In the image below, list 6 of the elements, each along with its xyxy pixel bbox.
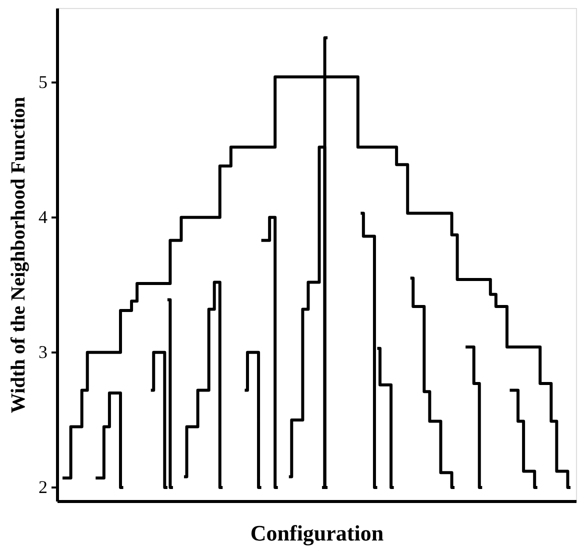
y-tick-label: 2 bbox=[38, 476, 48, 497]
y-axis-title: Width of the Neighborhood Function bbox=[8, 96, 30, 414]
y-tick-label: 3 bbox=[38, 342, 48, 362]
x-axis-title: Configuration bbox=[250, 520, 384, 546]
y-tick-label: 5 bbox=[38, 72, 48, 92]
y-tick-label: 4 bbox=[38, 206, 48, 227]
